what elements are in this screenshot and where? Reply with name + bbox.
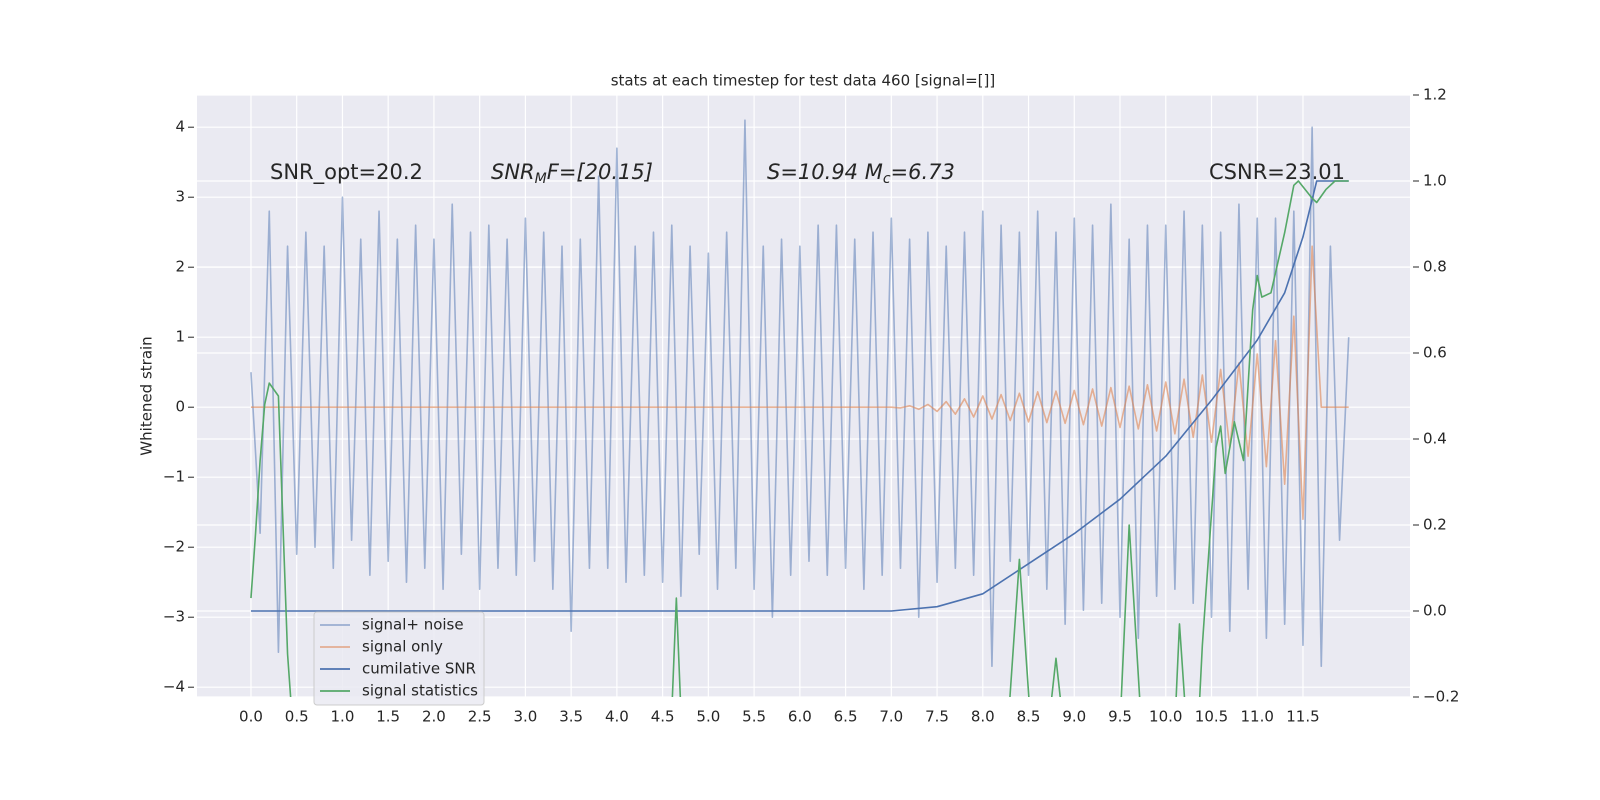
x-tick-label: 8.5: [1017, 708, 1041, 726]
x-tick-label: 11.5: [1286, 708, 1319, 726]
legend-label: cumilative SNR: [362, 660, 476, 678]
y-tick-label: 2: [175, 258, 185, 276]
series-lines: [250, 119, 1350, 697]
annotation-part: CSNR=23.01: [1209, 160, 1345, 184]
legend-label: signal+ noise: [362, 616, 464, 634]
annotation-part: M: [535, 171, 547, 187]
annotation: S=10.94 Mc=6.73: [767, 160, 955, 187]
y-tick-label: −1: [163, 468, 185, 486]
legend-label: signal statistics: [362, 682, 478, 700]
x-tick-label: 7.0: [879, 708, 903, 726]
x-tick-label: 1.5: [376, 708, 400, 726]
series-line: [250, 245, 1349, 520]
y-tick-label: 1: [175, 328, 185, 346]
annotation-part: S=10.94 M: [767, 160, 883, 184]
x-tick-label: 2.0: [422, 708, 446, 726]
annotation-part: SNR_opt=20.2: [270, 160, 423, 185]
x-tick-label: 10.5: [1195, 708, 1228, 726]
y2-tick-label: 0.4: [1423, 430, 1447, 448]
y2-tick-label: 0.2: [1423, 516, 1447, 534]
annotation-part: c: [883, 171, 891, 187]
x-tick-label: 9.5: [1108, 708, 1132, 726]
annotation-part: SNR: [491, 160, 535, 184]
y-tick-label: −4: [163, 678, 185, 696]
overlay: 0.0 0.5 1.0 1.5 2.0 2.5 3.0 3.5 4.0 4.5 5.0 5.5 6.0 6…: [163, 86, 1460, 726]
annotation-part: F=[20.15]: [547, 160, 653, 184]
annotation: CSNR=23.01: [1209, 160, 1345, 184]
y-tick-label: −2: [163, 538, 185, 556]
series-line: [250, 180, 1349, 697]
y-axis-label: Whitened strain: [138, 336, 156, 455]
y2-tick-label: 0.8: [1423, 258, 1447, 276]
x-tick-label: 4.0: [605, 708, 629, 726]
x-tick-label: 10.0: [1149, 708, 1182, 726]
x-tick-label: 0.5: [285, 708, 309, 726]
y2-tick-label: 1.0: [1423, 172, 1447, 190]
x-tick-label: 4.5: [651, 708, 675, 726]
annotation: SNRMF=[20.15]: [491, 160, 653, 187]
y-tick-label: 4: [175, 118, 185, 136]
annotation: SNR_opt=20.2: [270, 160, 423, 185]
x-tick-label: 6.5: [834, 708, 858, 726]
x-tick-label: 3.0: [513, 708, 537, 726]
series-line: [250, 119, 1350, 667]
series-line: [250, 180, 1349, 612]
x-tick-label: 1.0: [331, 708, 355, 726]
x-tick-label: 3.5: [559, 708, 583, 726]
legend-box: [313, 611, 485, 706]
annotation-part: =6.73: [891, 160, 955, 184]
chart-title: stats at each timestep for test data 460…: [611, 72, 996, 90]
x-tick-label: 6.0: [788, 708, 812, 726]
y2-tick-label: 0.6: [1423, 344, 1447, 362]
y2-tick-label: 1.2: [1423, 86, 1447, 104]
x-tick-label: 2.5: [468, 708, 492, 726]
y-tick-label: −3: [163, 608, 185, 626]
x-tick-label: 8.0: [971, 708, 995, 726]
x-tick-label: 7.5: [925, 708, 949, 726]
legend-label: signal only: [362, 638, 443, 656]
x-tick-label: 0.0: [239, 708, 263, 726]
y2-tick-label: −0.2: [1423, 688, 1459, 706]
y-tick-label: 3: [175, 188, 185, 206]
x-tick-label: 11.0: [1241, 708, 1274, 726]
x-tick-label: 5.5: [742, 708, 766, 726]
y-tick-label: 0: [175, 398, 185, 416]
x-tick-label: 5.0: [696, 708, 720, 726]
y2-tick-label: 0.0: [1423, 602, 1447, 620]
x-tick-label: 9.0: [1062, 708, 1086, 726]
